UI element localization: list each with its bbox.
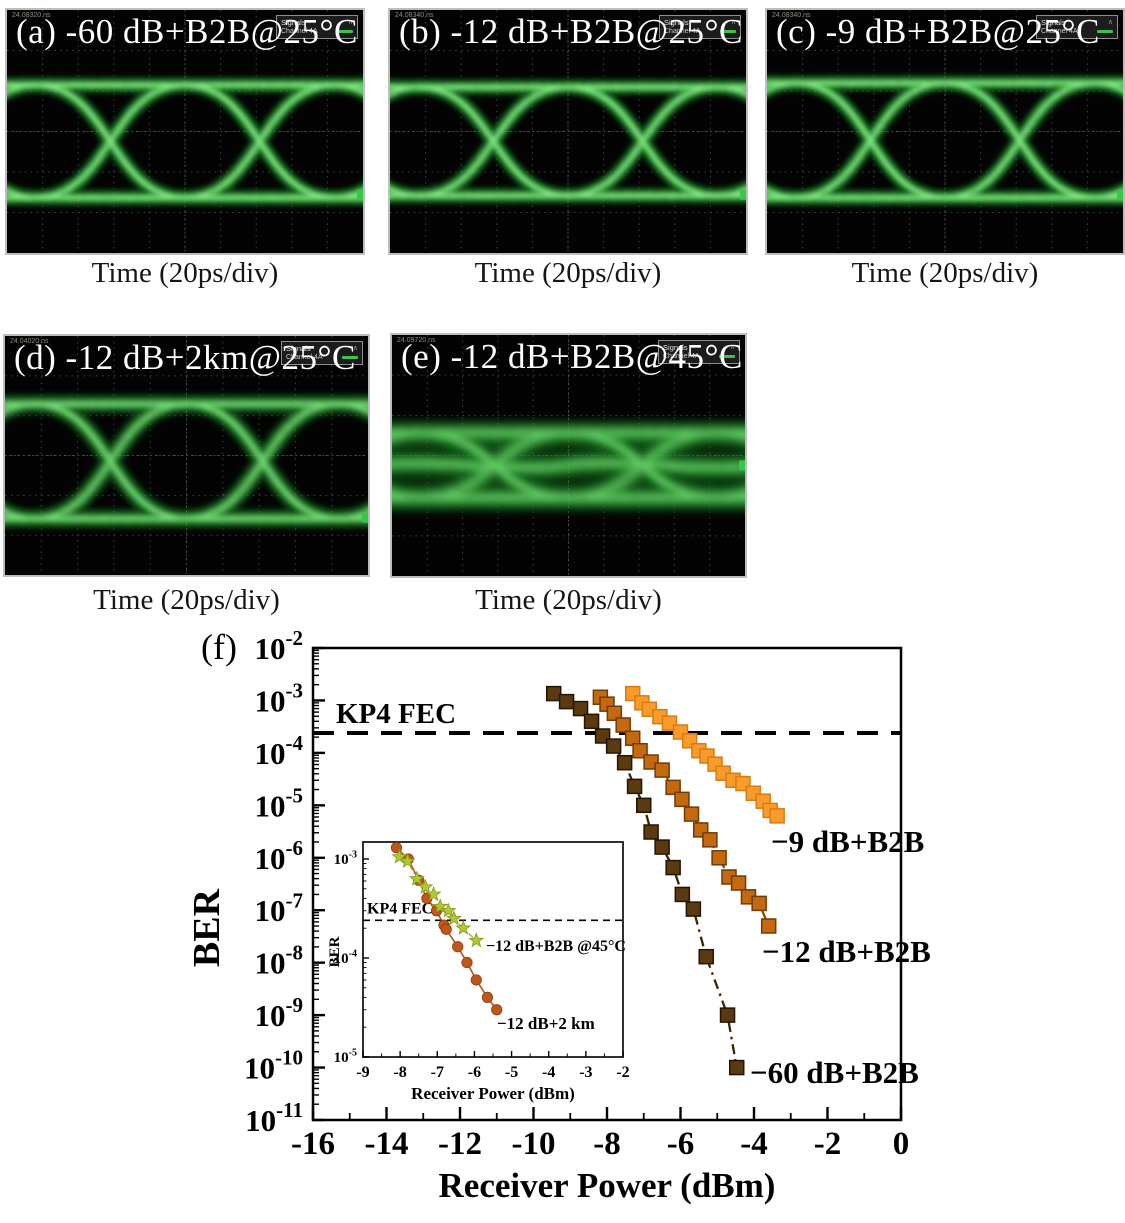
svg-text:10-5: 10-5	[255, 783, 304, 823]
svg-text:0: 0	[893, 1126, 910, 1162]
svg-text:-2: -2	[616, 1064, 629, 1081]
svg-text:-10: -10	[512, 1126, 556, 1162]
svg-text:10-11: 10-11	[245, 1098, 303, 1138]
svg-text:-8: -8	[593, 1126, 621, 1162]
svg-text:-9: -9	[356, 1064, 369, 1081]
svg-text:10-3: 10-3	[334, 849, 357, 868]
eye-diagram-screen	[392, 335, 745, 576]
svg-text:10-10: 10-10	[244, 1046, 303, 1086]
svg-text:-6: -6	[667, 1126, 695, 1162]
svg-text:-6: -6	[468, 1064, 481, 1081]
svg-text:BER: BER	[186, 888, 228, 967]
panel-label: (e) -12 dB+B2B@45°C	[401, 337, 743, 376]
collapse-caret-icon: ∧	[1107, 19, 1113, 26]
scope-timestamp: 24.04020 ns	[10, 338, 49, 345]
collapse-caret-icon: ∧	[352, 345, 358, 352]
svg-text:10-8: 10-8	[255, 941, 304, 981]
svg-text:−12 dB+B2B @45°C: −12 dB+B2B @45°C	[486, 938, 626, 955]
scope-legend: Signals ∧ Channel 4A	[281, 341, 363, 365]
time-axis-caption: Time (20ps/div)	[475, 584, 662, 616]
collapse-caret-icon: ∧	[729, 344, 735, 351]
eye-diagram-panel-c: 24.08340 ns (c) -9 dB+B2B@25°C Signals ∧ …	[765, 8, 1125, 255]
eye-diagram-screen	[390, 10, 746, 253]
time-axis-caption: Time (20ps/div)	[474, 257, 662, 289]
legend-channel: Channel 4A	[1041, 28, 1078, 35]
svg-text:-3: -3	[579, 1064, 592, 1081]
scope-timestamp: 24.08340 ns	[772, 12, 811, 19]
scope-legend: Signals ∧ Channel 4A	[276, 15, 358, 39]
svg-text:10-7: 10-7	[255, 888, 304, 928]
svg-text:10-9: 10-9	[255, 993, 304, 1033]
eye-diagram-panel-b: 24.08340 ns (b) -12 dB+B2B@25°C Signals ∧…	[388, 8, 748, 255]
svg-text:-2: -2	[814, 1126, 842, 1162]
panel-label: (a) -60 dB+B2B@25°C	[16, 12, 358, 51]
svg-text:-16: -16	[291, 1126, 335, 1162]
legend-channel: Channel 4A	[281, 28, 318, 35]
svg-text:−12 dB+2 km: −12 dB+2 km	[497, 1014, 595, 1033]
collapse-caret-icon: ∧	[347, 19, 353, 26]
svg-text:Receiver Power (dBm): Receiver Power (dBm)	[411, 1084, 575, 1103]
collapse-caret-icon: ∧	[730, 19, 736, 26]
panel-label: (b) -12 dB+B2B@25°C	[399, 12, 743, 51]
svg-text:-8: -8	[393, 1064, 406, 1081]
time-axis-caption: Time (20ps/div)	[851, 257, 1039, 289]
svg-text:-5: -5	[505, 1064, 518, 1081]
time-axis-caption: Time (20ps/div)	[93, 584, 280, 616]
channel-color-swatch	[342, 356, 358, 359]
legend-title: Signals	[664, 18, 689, 27]
svg-text:KP4 FEC: KP4 FEC	[336, 698, 456, 730]
channel-color-swatch	[1097, 30, 1113, 33]
eye-diagram-panel-a: 24.08320 ns (a) -60 dB+B2B@25°C Signals ∧…	[5, 8, 365, 255]
scope-timestamp: 24.08320 ns	[12, 12, 51, 19]
svg-text:BER: BER	[327, 936, 343, 967]
svg-text:-12: -12	[438, 1126, 482, 1162]
channel-color-swatch	[719, 355, 735, 358]
legend-channel: Channel 4A	[286, 354, 323, 361]
channel-color-swatch	[720, 30, 736, 33]
svg-text:-4: -4	[740, 1126, 768, 1162]
eye-diagram-screen	[5, 336, 368, 575]
legend-title: Signals	[1041, 18, 1066, 27]
svg-text:10-4: 10-4	[255, 731, 304, 771]
svg-text:−12 dB+B2B: −12 dB+B2B	[762, 934, 931, 969]
svg-text:−9 dB+B2B: −9 dB+B2B	[771, 824, 924, 859]
eye-diagram-panel-e: 24.09720 ns (e) -12 dB+B2B@45°C Signals ∧…	[390, 333, 747, 578]
legend-title: Signals	[281, 18, 306, 27]
svg-text:10-5: 10-5	[334, 1047, 357, 1066]
svg-text:10-2: 10-2	[255, 626, 304, 666]
legend-channel: Channel 4A	[663, 353, 700, 360]
panel-f-label: (f)	[201, 627, 237, 667]
svg-text:KP4 FEC: KP4 FEC	[367, 900, 433, 917]
svg-text:10-3: 10-3	[255, 678, 304, 718]
eye-diagram-screen	[767, 10, 1123, 253]
eye-diagram-screen	[7, 10, 363, 253]
scope-legend: Signals ∧ Channel 4A	[659, 15, 741, 39]
panel-label: (c) -9 dB+B2B@25°C	[776, 12, 1100, 51]
svg-text:Receiver Power (dBm): Receiver Power (dBm)	[439, 1166, 776, 1205]
scope-legend: Signals ∧ Channel 4A	[1036, 15, 1118, 39]
svg-text:-7: -7	[431, 1064, 444, 1081]
ber-chart: -16 -14 -12 -10 -8 -6 -4 -2 0 10-2 10-3 10-4 10-5 10-…	[186, 626, 931, 1205]
svg-text:10-6: 10-6	[255, 836, 304, 876]
eye-diagram-panel-d: 24.04020 ns (d) -12 dB+2km@25°C Signals ∧…	[3, 334, 370, 577]
legend-channel: Channel 4A	[664, 28, 701, 35]
time-axis-caption: Time (20ps/div)	[91, 257, 279, 289]
scope-timestamp: 24.09720 ns	[397, 337, 436, 344]
legend-title: Signals	[286, 344, 311, 353]
svg-text:-14: -14	[365, 1126, 409, 1162]
channel-color-swatch	[337, 30, 353, 33]
svg-text:10-4: 10-4	[334, 948, 357, 967]
svg-text:-4: -4	[542, 1064, 555, 1081]
svg-text:−60 dB+B2B: −60 dB+B2B	[750, 1055, 919, 1090]
scope-legend: Signals ∧ Channel 4A	[658, 340, 740, 364]
panel-label: (d) -12 dB+2km@25°C	[14, 338, 356, 377]
scope-timestamp: 24.08340 ns	[395, 12, 434, 19]
legend-title: Signals	[663, 343, 688, 352]
